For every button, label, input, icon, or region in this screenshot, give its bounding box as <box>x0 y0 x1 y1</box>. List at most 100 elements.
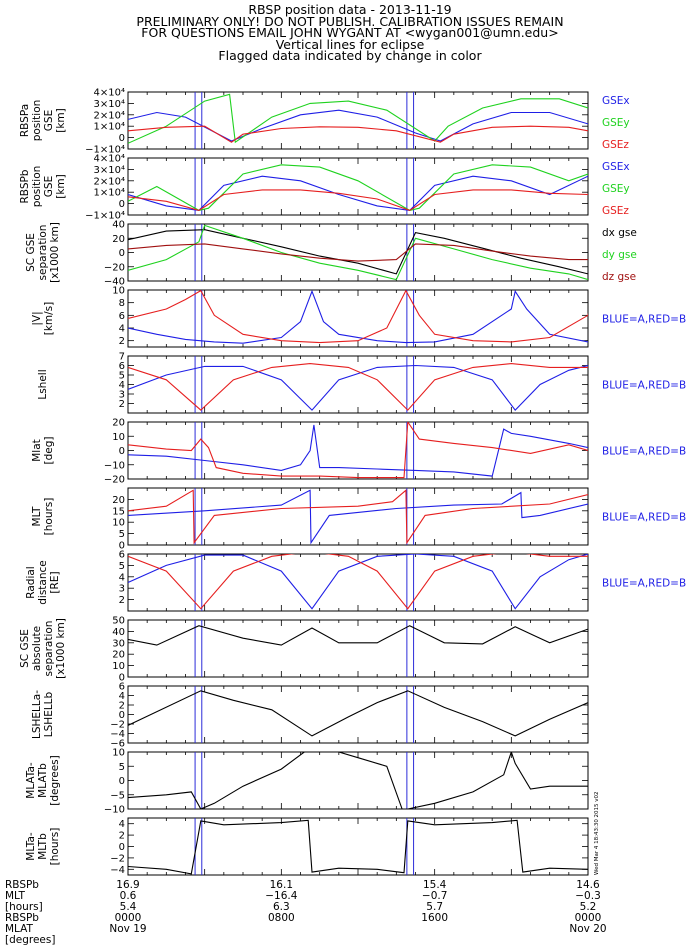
legend-entry: BLUE=A,RED=B <box>602 512 686 524</box>
series-line-a <box>128 424 588 477</box>
y-axis-label: [km/s] <box>43 302 55 336</box>
y-tick-label: 20 <box>112 650 125 661</box>
x-axis-annotation-table: RBSPb MLT [hours] RBSPb MLAT [degrees] 16.9 0.6… <box>0 880 700 950</box>
x-axis-row-label: [degrees] <box>5 934 56 946</box>
y-tick-label: 0 <box>119 776 125 787</box>
series-line-a <box>128 290 588 344</box>
series-line-gsex <box>128 109 588 142</box>
series-line-gsez <box>128 189 588 212</box>
panel-frame-2 <box>127 223 589 282</box>
series-line-dmlt <box>128 819 588 875</box>
y-tick-label: 2 <box>119 399 125 410</box>
y-tick-label: 5 <box>119 561 125 572</box>
y-axis-label: Radial <box>25 566 37 598</box>
series-line-gsey <box>128 93 588 144</box>
x-axis-cell: 1600 <box>421 912 449 924</box>
title-line-4: Vertical lines for eclipse <box>275 36 425 52</box>
legend-entry: BLUE=A,RED=B <box>602 314 686 326</box>
y-tick-label: 15 <box>112 506 125 517</box>
y-axis-label: [x1000 km] <box>55 618 67 679</box>
x-axis-cell: 6.3 <box>272 901 290 913</box>
legend-entry: GSEz <box>602 139 629 151</box>
y-tick-label: −4 <box>110 729 125 740</box>
legend-entry: dy gse <box>602 249 637 261</box>
panel-frame-5 <box>127 421 589 480</box>
x-axis-row-label: RBSPb <box>5 879 39 891</box>
y-axis-label: MLTa- <box>25 832 37 861</box>
series-line-a <box>128 364 588 411</box>
y-tick-label: 2×10⁴ <box>94 110 125 121</box>
x-axis-cell: 0000 <box>114 912 142 924</box>
y-axis-label: GSE <box>43 110 55 131</box>
legend-entry: dx gse <box>602 227 637 239</box>
y-tick-label: 5 <box>119 762 125 773</box>
y-tick-label: −5 <box>110 790 125 801</box>
y-tick-label: −10 <box>104 805 125 816</box>
y-tick-label: −20 <box>104 475 125 486</box>
x-axis-row-label: [hours] <box>5 901 43 913</box>
x-axis-cell: 0.6 <box>119 890 137 902</box>
panel-frame-11 <box>127 817 589 876</box>
x-axis-row-label: RBSPb <box>5 912 39 924</box>
panel-frame-6 <box>127 487 589 546</box>
y-axis-label: SC GSE <box>25 233 37 272</box>
y-tick-label: 4 <box>119 819 125 830</box>
y-axis-label: [deg] <box>43 437 55 465</box>
panel-frame-0 <box>127 91 589 150</box>
y-tick-label: 10 <box>112 748 125 759</box>
y-axis-label: RBSPa <box>19 104 31 137</box>
legend-entry: dz gse <box>602 271 636 283</box>
y-tick-label: 40 <box>112 220 125 231</box>
x-axis-cell: 16.1 <box>269 879 294 891</box>
y-tick-label: 0 <box>119 446 125 457</box>
y-tick-label: 3 <box>119 584 125 595</box>
series-line-b <box>128 489 588 545</box>
y-tick-label: 0 <box>119 133 125 144</box>
y-tick-label: 30 <box>112 638 125 649</box>
y-axis-label: [x1000 km] <box>49 222 61 283</box>
y-tick-label: 20 <box>112 495 125 506</box>
series-line-dz-gse <box>128 243 588 262</box>
y-axis-label: SC GSE <box>19 629 31 668</box>
y-axis-label: [RE] <box>49 571 61 593</box>
y-tick-label: −4 <box>110 865 125 876</box>
y-axis-label: MLATa- <box>25 762 37 799</box>
series-line-dx-gse <box>128 229 588 275</box>
y-axis-label: [hours] <box>49 828 61 866</box>
y-axis-label: Mlat <box>31 439 43 462</box>
plot-title: RBSP position data - 2013-11-19 PRELIMIN… <box>0 4 700 62</box>
y-tick-label: −6 <box>110 739 125 750</box>
legend-entry: GSEz <box>602 205 629 217</box>
y-tick-label: −40 <box>104 277 125 288</box>
y-axis-label: position <box>31 100 43 142</box>
y-tick-label: 1×10⁴ <box>94 122 125 133</box>
y-tick-label: 50 <box>112 616 125 627</box>
y-tick-label: 4×10⁴ <box>94 154 125 165</box>
y-axis-label: RBSPb <box>19 169 31 203</box>
y-tick-label: −2 <box>110 853 125 864</box>
series-line-b <box>128 290 588 344</box>
y-axis-label: |V| <box>31 311 43 325</box>
x-axis-cell: 14.6 <box>576 879 600 891</box>
x-axis-cell: Nov 20 <box>569 923 607 935</box>
y-tick-label: 10 <box>112 432 125 443</box>
x-axis-cell: Nov 19 <box>109 923 147 935</box>
y-axis-label: LSHELLb <box>43 691 55 737</box>
y-tick-label: 4 <box>119 691 125 702</box>
y-axis-label: [hours] <box>43 498 55 536</box>
y-tick-label: 2 <box>119 595 125 606</box>
y-tick-label: −10 <box>104 460 125 471</box>
y-tick-label: 0 <box>119 248 125 259</box>
y-tick-label: 3 <box>119 390 125 401</box>
legend-entry: BLUE=A,RED=B <box>602 380 686 392</box>
x-axis-cell: 5.2 <box>579 901 597 913</box>
series-line-dl <box>128 690 588 737</box>
series-line-b <box>128 554 588 610</box>
y-axis-label: [km] <box>55 108 67 133</box>
series-line-dmlat <box>128 752 588 809</box>
y-tick-label: 10 <box>112 286 125 297</box>
series-line-sep <box>128 625 588 646</box>
y-tick-label: −1×10⁴ <box>85 211 125 222</box>
y-tick-label: 20 <box>112 418 125 429</box>
